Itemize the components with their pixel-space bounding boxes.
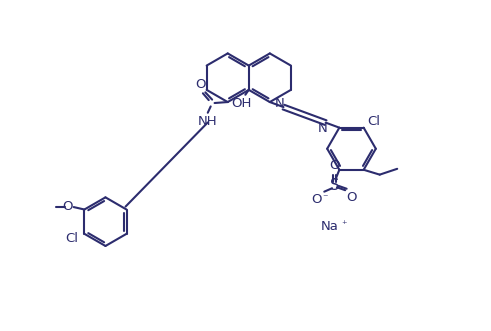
Text: O: O xyxy=(346,191,356,205)
Text: ⁺: ⁺ xyxy=(341,220,346,230)
Text: O: O xyxy=(311,193,321,207)
Text: N: N xyxy=(275,97,285,110)
Text: Cl: Cl xyxy=(367,115,380,128)
Text: O: O xyxy=(329,160,340,172)
Text: ⁻: ⁻ xyxy=(322,193,327,204)
Text: Cl: Cl xyxy=(66,232,79,245)
Text: OH: OH xyxy=(231,98,251,111)
Text: Na: Na xyxy=(321,220,339,233)
Text: S: S xyxy=(330,178,339,193)
Text: O: O xyxy=(63,200,73,213)
Text: O: O xyxy=(195,78,206,91)
Text: NH: NH xyxy=(198,116,218,128)
Text: N: N xyxy=(317,122,327,135)
